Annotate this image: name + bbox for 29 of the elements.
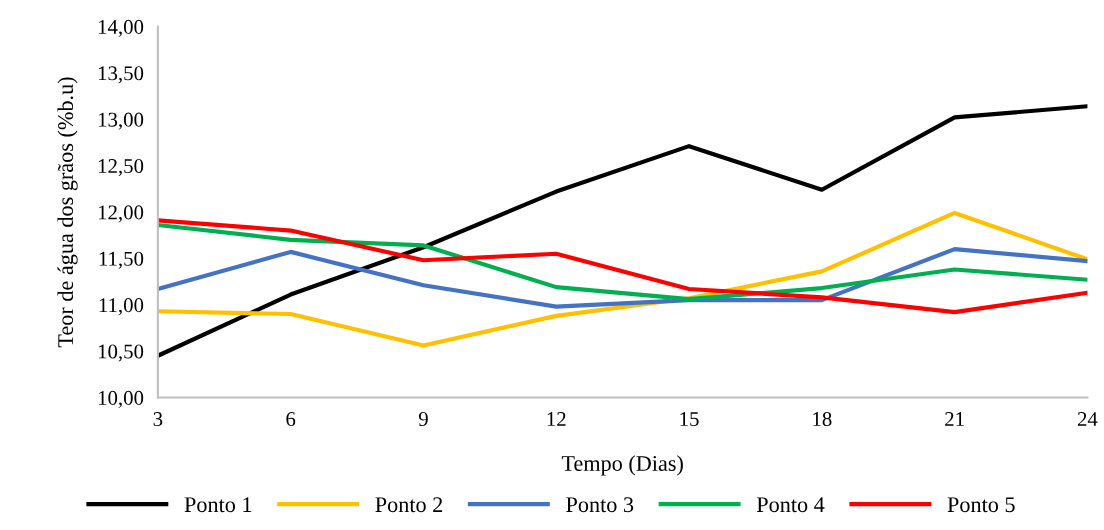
legend-label: Ponto 5	[947, 497, 1015, 513]
x-axis-title: Tempo (Dias)	[561, 455, 683, 476]
x-tick-label: 12	[547, 412, 566, 426]
y-tick-label: 14,00	[98, 19, 144, 37]
x-tick-label: 15	[680, 412, 699, 427]
y-tick-label: 10,00	[98, 390, 144, 408]
y-tick-label: 12,00	[98, 205, 144, 223]
x-tick-label: 6	[286, 412, 296, 427]
x-tick-label: 21	[945, 412, 964, 426]
legend-label: Ponto 2	[375, 497, 443, 513]
line-series	[157, 210, 1088, 348]
x-tick-label: 18	[813, 411, 832, 427]
x-tick-label: 24	[1077, 412, 1098, 426]
line-series	[157, 222, 1088, 302]
y-axis-title: Teor de água dos grãos (%b.u)	[57, 77, 78, 348]
line-series	[157, 104, 1088, 358]
y-tick-label: 10,50	[98, 344, 144, 362]
y-tick-label: 11,00	[99, 298, 144, 316]
y-tick-label: 12,50	[98, 159, 144, 177]
line-series	[157, 218, 1088, 315]
legend-label: Ponto 3	[566, 497, 634, 513]
y-tick-label: 11,50	[99, 251, 144, 269]
y-tick-label: 13,00	[98, 112, 144, 130]
line-series	[157, 247, 1088, 309]
legend-label: Ponto 1	[184, 497, 252, 513]
x-tick-label: 9	[418, 412, 428, 427]
legend-label: Ponto 4	[756, 497, 825, 513]
x-tick-label: 3	[153, 412, 163, 427]
y-tick-label: 13,50	[98, 66, 144, 84]
